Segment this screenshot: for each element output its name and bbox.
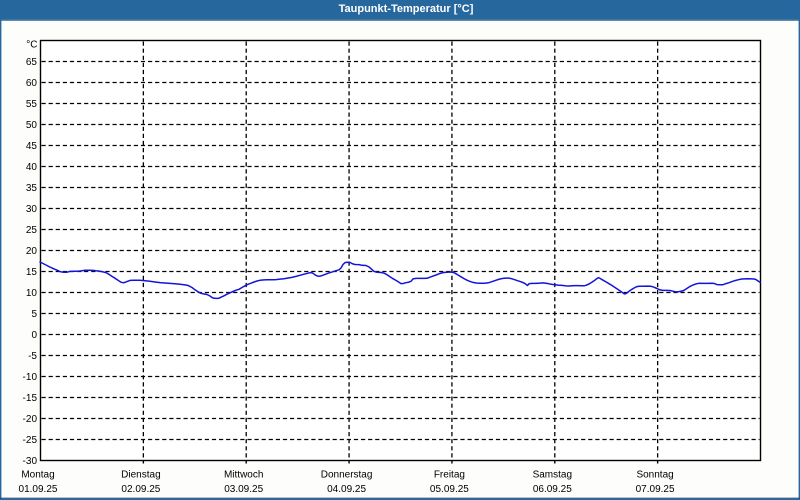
svg-text:50: 50 [26, 120, 38, 131]
svg-text:60: 60 [26, 78, 38, 89]
svg-text:0: 0 [31, 330, 37, 341]
svg-text:-20: -20 [23, 414, 38, 425]
svg-text:Dienstag: Dienstag [121, 470, 160, 481]
svg-text:30: 30 [26, 204, 38, 215]
svg-text:Freitag: Freitag [434, 470, 465, 481]
svg-text:5: 5 [31, 309, 37, 320]
svg-text:55: 55 [26, 99, 38, 110]
svg-text:Montag: Montag [21, 470, 54, 481]
svg-text:35: 35 [26, 183, 38, 194]
svg-text:02.09.25: 02.09.25 [121, 484, 160, 495]
svg-text:-30: -30 [23, 456, 38, 467]
svg-text:45: 45 [26, 141, 38, 152]
svg-text:15: 15 [26, 267, 38, 278]
svg-text:04.09.25: 04.09.25 [327, 484, 366, 495]
svg-text:°C: °C [26, 40, 37, 51]
svg-text:05.09.25: 05.09.25 [430, 484, 469, 495]
svg-text:06.09.25: 06.09.25 [533, 484, 572, 495]
svg-text:40: 40 [26, 162, 38, 173]
svg-text:10: 10 [26, 288, 38, 299]
svg-text:20: 20 [26, 246, 38, 257]
svg-text:65: 65 [26, 57, 38, 68]
svg-text:-5: -5 [28, 351, 37, 362]
svg-text:Sonntag: Sonntag [636, 470, 673, 481]
svg-text:07.09.25: 07.09.25 [636, 484, 675, 495]
svg-text:01.09.25: 01.09.25 [19, 484, 58, 495]
svg-text:Taupunkt-Temperatur [°C]: Taupunkt-Temperatur [°C] [339, 3, 474, 15]
svg-text:Samstag: Samstag [533, 470, 572, 481]
svg-text:Mittwoch: Mittwoch [224, 470, 263, 481]
svg-text:-15: -15 [23, 393, 38, 404]
svg-text:Donnerstag: Donnerstag [321, 470, 373, 481]
svg-text:-25: -25 [23, 435, 38, 446]
svg-text:25: 25 [26, 225, 38, 236]
svg-text:03.09.25: 03.09.25 [224, 484, 263, 495]
svg-text:-10: -10 [23, 372, 38, 383]
